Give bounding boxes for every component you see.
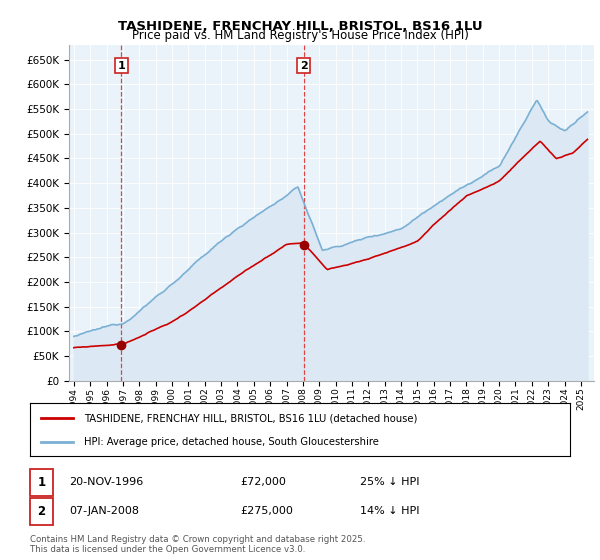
Text: 2: 2 (37, 505, 46, 518)
Text: 14% ↓ HPI: 14% ↓ HPI (360, 506, 419, 516)
Text: 1: 1 (37, 475, 46, 489)
Text: HPI: Average price, detached house, South Gloucestershire: HPI: Average price, detached house, Sout… (84, 436, 379, 446)
Text: TASHIDENE, FRENCHAY HILL, BRISTOL, BS16 1LU: TASHIDENE, FRENCHAY HILL, BRISTOL, BS16 … (118, 20, 482, 32)
Text: 25% ↓ HPI: 25% ↓ HPI (360, 477, 419, 487)
Text: Contains HM Land Registry data © Crown copyright and database right 2025.
This d: Contains HM Land Registry data © Crown c… (30, 535, 365, 554)
Text: Price paid vs. HM Land Registry's House Price Index (HPI): Price paid vs. HM Land Registry's House … (131, 29, 469, 42)
Text: 20-NOV-1996: 20-NOV-1996 (69, 477, 143, 487)
Text: £275,000: £275,000 (240, 506, 293, 516)
Text: TASHIDENE, FRENCHAY HILL, BRISTOL, BS16 1LU (detached house): TASHIDENE, FRENCHAY HILL, BRISTOL, BS16 … (84, 413, 418, 423)
Text: 07-JAN-2008: 07-JAN-2008 (69, 506, 139, 516)
Text: 2: 2 (300, 60, 308, 71)
Text: 1: 1 (118, 60, 125, 71)
Text: £72,000: £72,000 (240, 477, 286, 487)
